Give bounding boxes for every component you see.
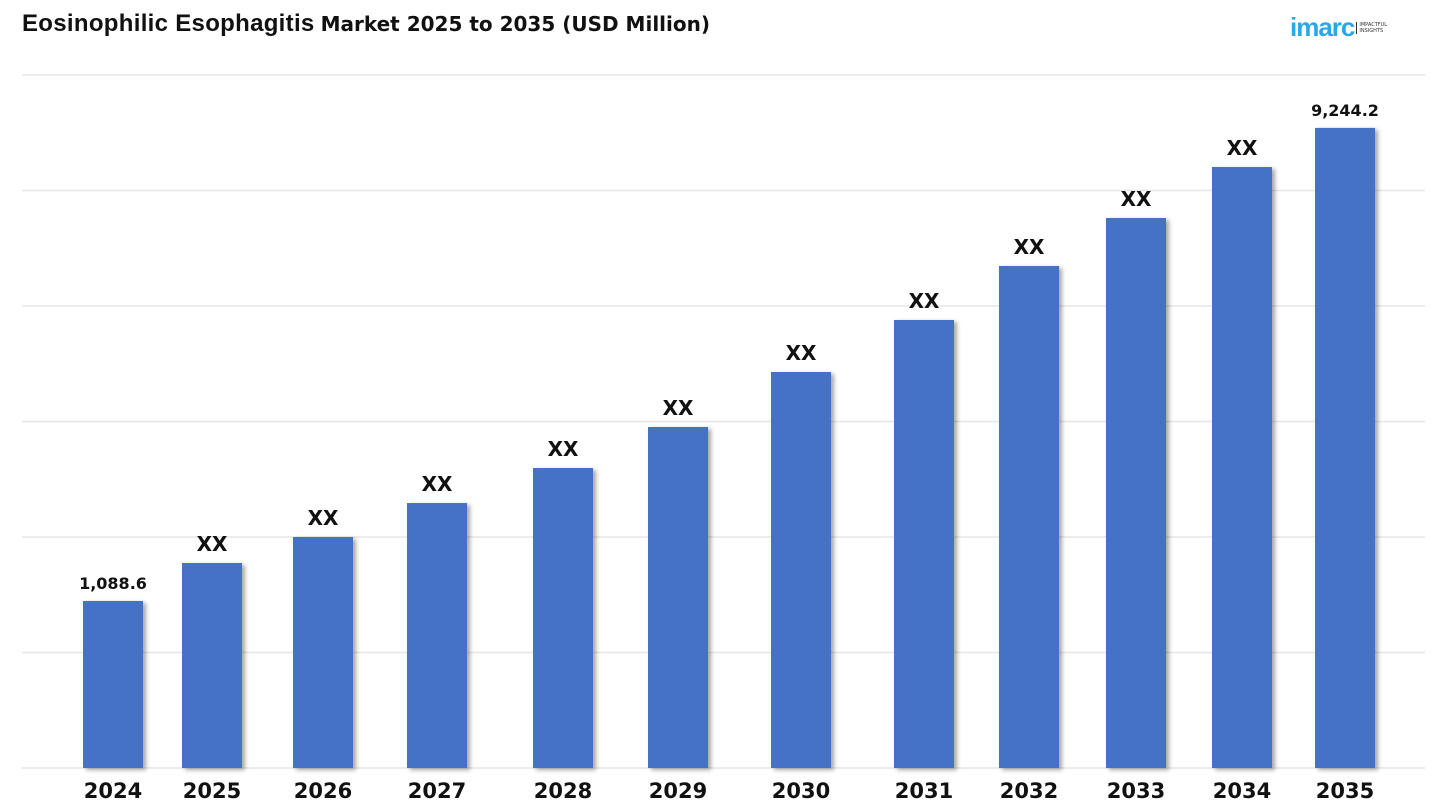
- data-label-2032: XX: [1014, 235, 1045, 259]
- data-label-2029: XX: [663, 396, 694, 420]
- x-tick-label-2028: 2028: [534, 779, 592, 803]
- logo-word: imarc: [1290, 12, 1355, 42]
- data-label-2034: XX: [1227, 136, 1258, 160]
- bar-2027: [407, 503, 467, 768]
- x-tick-label-2035: 2035: [1316, 779, 1374, 803]
- x-tick-label-2025: 2025: [183, 779, 241, 803]
- data-label-2033: XX: [1121, 187, 1152, 211]
- data-label-2035: 9,244.2: [1311, 101, 1379, 120]
- x-tick-label-2029: 2029: [649, 779, 707, 803]
- chart-title-main: Eosinophilic Esophagitis: [22, 10, 315, 37]
- x-tick-label-2032: 2032: [1000, 779, 1058, 803]
- bar-2024: [83, 600, 143, 768]
- bar-2030: [771, 371, 831, 768]
- bar-2028: [533, 467, 593, 768]
- bar-2029: [648, 426, 708, 768]
- x-tick-label-2027: 2027: [408, 779, 466, 803]
- bar-2031: [894, 319, 954, 768]
- chart-title: Eosinophilic Esophagitis Market 2025 to 2…: [22, 10, 710, 38]
- x-tick-label-2026: 2026: [294, 779, 352, 803]
- x-tick-label-2024: 2024: [84, 779, 142, 803]
- imarc-logo: imarc IMPACTFUL INSIGHTS: [1290, 12, 1387, 43]
- bar-2035: [1315, 127, 1375, 769]
- data-label-2030: XX: [786, 341, 817, 365]
- bar-2025: [182, 563, 242, 768]
- data-label-2026: XX: [308, 506, 339, 530]
- data-label-2025: XX: [197, 532, 228, 556]
- x-tick-label-2034: 2034: [1213, 779, 1271, 803]
- data-label-2031: XX: [909, 289, 940, 313]
- data-label-2028: XX: [548, 437, 579, 461]
- data-label-2027: XX: [422, 472, 453, 496]
- x-tick-label-2033: 2033: [1107, 779, 1165, 803]
- x-tick-label-2031: 2031: [895, 779, 953, 803]
- data-label-2024: 1,088.6: [79, 574, 147, 593]
- bar-2034: [1212, 166, 1272, 769]
- logo-tagline: IMPACTFUL INSIGHTS: [1356, 21, 1387, 34]
- bar-2032: [999, 265, 1059, 768]
- x-tick-label-2030: 2030: [772, 779, 830, 803]
- bar-2033: [1106, 217, 1166, 768]
- chart-title-sub: Market 2025 to 2035 (USD Million): [320, 12, 711, 36]
- bar-2026: [293, 537, 353, 768]
